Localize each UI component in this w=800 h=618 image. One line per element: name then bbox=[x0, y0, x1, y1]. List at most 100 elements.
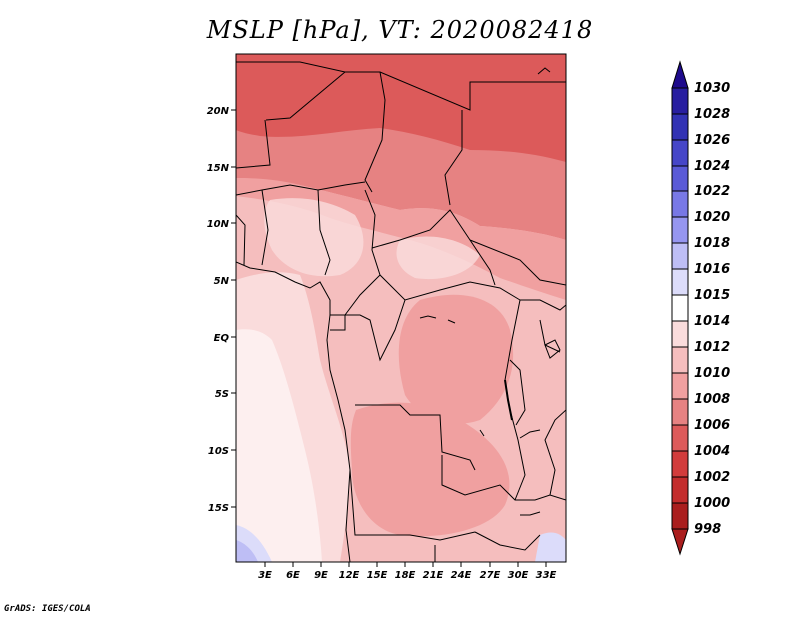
lake bbox=[479, 429, 485, 437]
footer-credit: GrADS: IGES/COLA bbox=[4, 604, 91, 614]
border-line bbox=[265, 71, 346, 121]
lat-label: 15N bbox=[207, 163, 230, 174]
lake bbox=[419, 315, 437, 319]
lon-label: 15E bbox=[367, 570, 388, 581]
lake bbox=[520, 511, 541, 516]
lat-label: 10N bbox=[207, 219, 230, 230]
border-line bbox=[330, 299, 406, 362]
map-title: MSLP [hPa], VT: 2020082418 bbox=[206, 16, 594, 44]
lon-label: 9E bbox=[314, 570, 328, 581]
colorbar-label: 1022 bbox=[694, 184, 730, 199]
map-frame bbox=[235, 53, 567, 563]
latitude-axis: 20N 15N 10N 5N EQ 5S 10S 15S bbox=[207, 106, 236, 514]
border-line bbox=[330, 315, 346, 331]
border-line bbox=[544, 409, 566, 496]
colorbar-box bbox=[671, 139, 689, 167]
colorbar-box bbox=[671, 450, 689, 478]
colorbar-box bbox=[671, 424, 689, 452]
colorbar-label: 1000 bbox=[694, 496, 730, 511]
colorbar: 1030 1028 1026 1024 1022 1020 1018 1016 … bbox=[671, 60, 730, 556]
colorbar-label: 1016 bbox=[694, 262, 730, 277]
border-line bbox=[344, 189, 381, 316]
lon-label: 21E bbox=[423, 570, 444, 581]
field-1008 bbox=[398, 294, 514, 424]
pressure-field bbox=[236, 54, 566, 562]
field-1004 bbox=[236, 54, 566, 162]
colorbar-box bbox=[671, 372, 689, 400]
colorbar-box bbox=[671, 113, 689, 141]
lon-label: 24E bbox=[451, 570, 472, 581]
lat-label: 10S bbox=[208, 446, 229, 457]
colorbar-label: 1010 bbox=[694, 366, 730, 381]
lon-label: 33E bbox=[536, 570, 557, 581]
coastline bbox=[236, 261, 351, 562]
border-line bbox=[444, 110, 463, 206]
lat-label: 15S bbox=[208, 503, 229, 514]
lake bbox=[504, 379, 513, 421]
lon-label: 30E bbox=[508, 570, 529, 581]
field-1014 bbox=[236, 329, 322, 562]
coastline bbox=[537, 67, 551, 75]
colorbar-label: 1018 bbox=[694, 236, 730, 251]
colorbar-box bbox=[671, 294, 689, 322]
colorbar-label: 1008 bbox=[694, 392, 730, 407]
colorbar-box bbox=[671, 320, 689, 348]
colorbar-top-arrow bbox=[671, 60, 689, 89]
field-1012 bbox=[264, 198, 364, 277]
border-line bbox=[520, 299, 566, 311]
border-line bbox=[371, 209, 496, 286]
lon-label: 27E bbox=[480, 570, 501, 581]
lake bbox=[519, 429, 541, 439]
lat-label: EQ bbox=[214, 333, 230, 344]
border-line bbox=[364, 71, 386, 193]
lat-label: 5N bbox=[214, 276, 230, 287]
colorbar-box bbox=[671, 346, 689, 374]
lat-label: 20N bbox=[207, 106, 230, 117]
lon-label: 18E bbox=[395, 570, 416, 581]
colorbar-box bbox=[671, 476, 689, 504]
border-line bbox=[236, 119, 271, 169]
field-1008 bbox=[350, 402, 510, 537]
colorbar-box bbox=[671, 216, 689, 244]
borders bbox=[236, 61, 566, 562]
field-1015 bbox=[535, 532, 566, 562]
colorbar-bottom-arrow bbox=[671, 528, 689, 556]
lon-label: 6E bbox=[286, 570, 300, 581]
field-1016 bbox=[236, 540, 258, 562]
colorbar-box bbox=[671, 165, 689, 192]
colorbar-box bbox=[671, 87, 689, 115]
colorbar-box bbox=[671, 502, 689, 530]
colorbar-box bbox=[671, 268, 689, 296]
lake bbox=[447, 319, 456, 324]
colorbar-label: 1006 bbox=[694, 418, 730, 433]
colorbar-label: 1014 bbox=[694, 314, 730, 329]
border-line bbox=[355, 404, 476, 471]
border-line bbox=[317, 189, 331, 276]
colorbar-label: 998 bbox=[694, 522, 721, 537]
colorbar-label: 1028 bbox=[694, 107, 730, 122]
colorbar-label: 1020 bbox=[694, 210, 730, 225]
colorbar-box bbox=[671, 190, 689, 218]
lat-label: 5S bbox=[215, 389, 229, 400]
colorbar-box bbox=[671, 242, 689, 270]
colorbar-label: 1002 bbox=[694, 470, 730, 485]
colorbar-label: 1015 bbox=[694, 288, 730, 303]
border-line bbox=[236, 181, 366, 196]
lake bbox=[544, 339, 561, 359]
colorbar-label: 1024 bbox=[694, 159, 730, 174]
colorbar-label: 1030 bbox=[694, 81, 730, 96]
colorbar-label: 1026 bbox=[694, 133, 730, 148]
border-line bbox=[379, 274, 521, 301]
border-line bbox=[469, 239, 566, 286]
field-1012 bbox=[396, 236, 480, 280]
border-line bbox=[261, 189, 269, 266]
longitude-axis: 3E 6E 9E 12E 15E 18E 21E 24E 27E 30E 33E bbox=[258, 562, 557, 581]
lon-label: 3E bbox=[258, 570, 272, 581]
colorbar-label: 1004 bbox=[694, 444, 730, 459]
border-line bbox=[236, 214, 246, 266]
border-line bbox=[441, 455, 566, 501]
colorbar-label: 1012 bbox=[694, 340, 730, 355]
border-line bbox=[509, 359, 526, 426]
border-line bbox=[349, 469, 476, 541]
